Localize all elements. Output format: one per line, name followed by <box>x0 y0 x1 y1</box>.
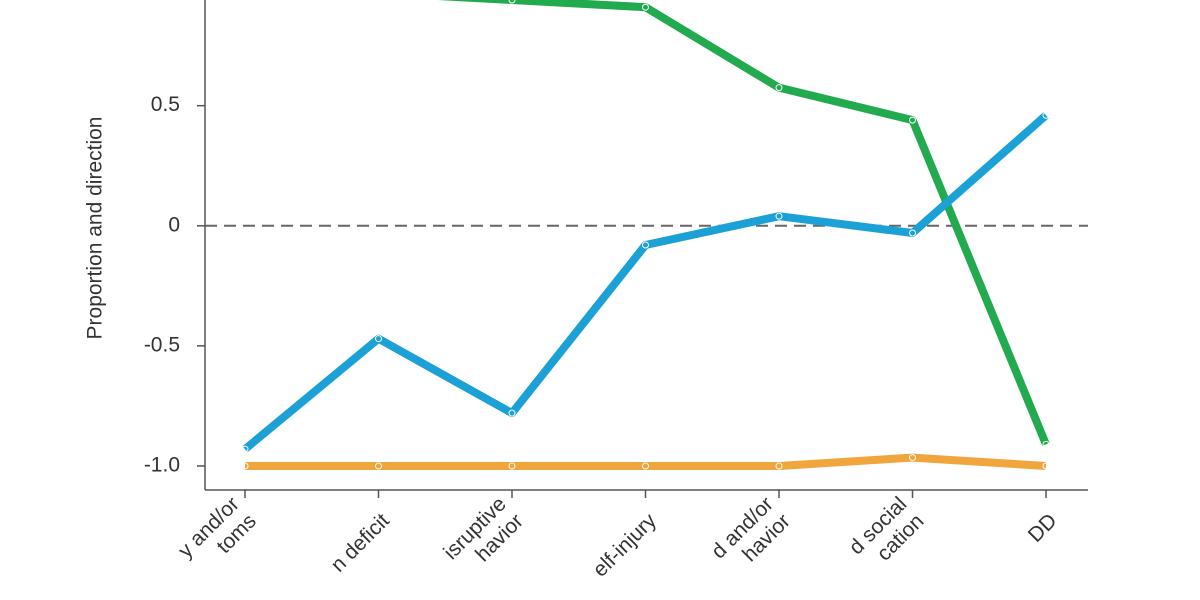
point-marker <box>508 0 516 4</box>
y-tick-label: -1.0 <box>144 454 180 477</box>
point-marker <box>1042 111 1050 119</box>
point-marker <box>775 462 783 470</box>
y-axis-label: Proportion and direction <box>84 117 107 340</box>
x-tick-label: n deficit <box>327 509 395 577</box>
point-marker <box>775 212 783 220</box>
point-marker <box>241 445 249 453</box>
point-marker <box>642 462 649 470</box>
series-line <box>437 0 1050 446</box>
point-marker <box>642 241 649 249</box>
point-marker <box>909 116 916 124</box>
point-marker <box>508 409 516 417</box>
point-marker <box>508 462 516 470</box>
x-tick-label: elf-injury <box>589 509 662 582</box>
point-marker <box>1042 440 1050 448</box>
x-tick-label: isruptivehavior <box>439 492 528 581</box>
x-tick-label: DD <box>1024 509 1062 547</box>
x-tick-label: d socialcation <box>844 492 928 576</box>
point-marker <box>775 84 783 92</box>
series-line <box>245 453 1047 470</box>
plot-area <box>241 0 1050 470</box>
point-marker <box>375 335 382 343</box>
y-tick-label: 0 <box>168 213 180 236</box>
point-marker <box>1042 462 1050 470</box>
point-marker <box>375 462 382 470</box>
y-tick-label: -0.5 <box>144 333 180 356</box>
point-marker <box>909 454 916 462</box>
point-marker <box>241 462 249 470</box>
x-tick-label: y and/ortoms <box>174 492 261 579</box>
series-line <box>242 112 1049 453</box>
point-marker <box>642 3 649 11</box>
y-tick-label: 0.5 <box>151 93 180 116</box>
point-marker <box>909 229 916 237</box>
x-tick-label: d and/orhavior <box>707 492 795 580</box>
